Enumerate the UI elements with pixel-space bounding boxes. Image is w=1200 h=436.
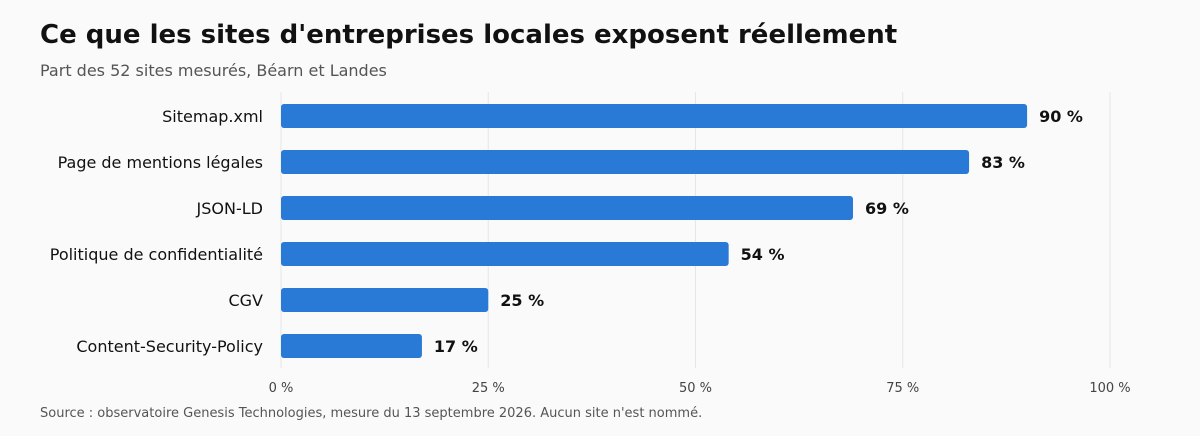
bar (281, 150, 970, 174)
bar (281, 288, 489, 312)
x-tick-label: 100 % (1089, 381, 1130, 396)
chart-source: Source : observatoire Genesis Technologi… (40, 406, 703, 421)
category-label: Politique de confidentialité (50, 245, 263, 264)
x-tick-label: 75 % (886, 381, 919, 396)
value-label: 90 % (1039, 107, 1083, 126)
category-label: Page de mentions légales (58, 153, 263, 172)
category-label: Sitemap.xml (162, 107, 263, 126)
category-label: JSON-LD (196, 199, 263, 218)
value-label: 83 % (981, 153, 1025, 172)
x-tick-label: 50 % (679, 381, 712, 396)
value-label: 17 % (434, 337, 478, 356)
labels: 0 % 25 % 50 % 75 % 100 % Sitemap.xml 90 % Page … (50, 107, 1131, 396)
value-label: 54 % (741, 245, 785, 264)
category-label: CGV (228, 291, 263, 310)
bar (281, 242, 729, 266)
chart-subtitle: Part des 52 sites mesurés, Béarn et Land… (40, 61, 387, 80)
grid-lines (280, 92, 1111, 368)
chart-title: Ce que les sites d'entreprises locales e… (40, 20, 898, 50)
x-tick-label: 0 % (269, 381, 294, 396)
bar (281, 104, 1028, 128)
x-tick-label: 25 % (472, 381, 505, 396)
value-label: 69 % (865, 199, 909, 218)
category-label: Content-Security-Policy (76, 337, 263, 356)
bar (281, 334, 422, 358)
value-label: 25 % (500, 291, 544, 310)
bars (281, 104, 1028, 358)
bar (281, 196, 854, 220)
